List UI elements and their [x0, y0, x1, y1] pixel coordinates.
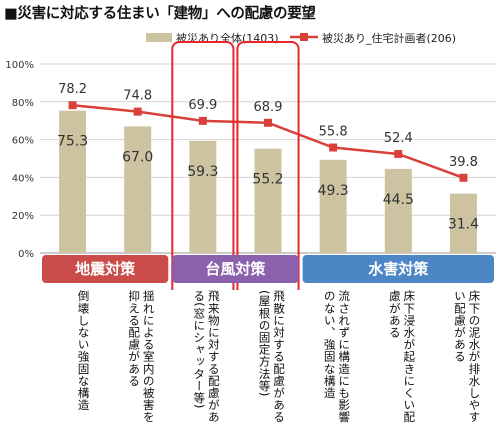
- y-tick-label: 20%: [12, 211, 34, 222]
- line-value-label: 52.4: [384, 131, 413, 146]
- category-label: 飛散に対する配慮がある(屋根の固定方法等): [257, 290, 286, 424]
- group-band: [42, 255, 169, 283]
- bar-value-label: 75.3: [57, 134, 88, 150]
- bar-value-label: 67.0: [122, 149, 153, 165]
- bar: [124, 126, 152, 253]
- line-value-label: 68.9: [254, 100, 283, 115]
- bar: [189, 140, 217, 253]
- bar: [384, 168, 412, 253]
- highlight-box: [236, 41, 300, 290]
- line-value-label: 55.8: [319, 125, 348, 140]
- bar-value-label: 55.2: [252, 172, 283, 188]
- category-label: 揺れによる室内の被害を抑える配慮がある: [127, 290, 156, 424]
- bar: [319, 159, 347, 253]
- line-point: [133, 107, 142, 116]
- category-label: 床下の泥水が排水しやすい配慮がある: [452, 290, 482, 424]
- line-point: [68, 101, 77, 110]
- y-tick-label: 100%: [5, 60, 34, 71]
- y-tick-label: 0%: [18, 249, 34, 260]
- group-band: [302, 255, 494, 283]
- chart-title: ■災害に対応する住まい「建物」への配慮の要望: [4, 6, 316, 22]
- bar: [59, 110, 87, 253]
- line-point: [459, 173, 468, 182]
- line-value-label: 78.2: [58, 82, 87, 97]
- line-point: [198, 116, 207, 125]
- line-point: [394, 149, 403, 158]
- highlight-box: [171, 41, 235, 290]
- bar-value-label: 31.4: [448, 217, 479, 233]
- category-label: 流されずに構造にも影響のない、強固な構造: [322, 290, 352, 424]
- bar-value-label: 59.3: [187, 164, 218, 180]
- chart: 0% 20% 40% 60% 80% 100% 75.3 67.0 59.3 55.2 49.3 4…: [5, 31, 496, 290]
- category-label: 床下浸水が起きにくい配慮がある: [387, 290, 417, 424]
- bar: [254, 148, 282, 253]
- bar: [449, 193, 477, 253]
- bar-value-label: 44.5: [383, 192, 414, 208]
- y-tick-label: 60%: [12, 136, 34, 147]
- category-label: 飛来物に対する配慮がある(窓にシャッター等): [192, 290, 221, 424]
- line-value-label: 39.8: [449, 155, 478, 170]
- y-tick-label: 80%: [12, 98, 34, 109]
- line-point: [264, 118, 272, 127]
- legend-label-line: 被災あり_住宅計画者(206): [322, 31, 456, 45]
- line-value-label: 69.9: [188, 98, 217, 113]
- line-value-label: 74.8: [123, 89, 152, 104]
- legend-swatch-marker: [300, 33, 308, 41]
- bar-value-label: 49.3: [318, 183, 349, 199]
- group-band: [172, 255, 299, 283]
- legend-swatch-bar: [146, 33, 172, 42]
- y-tick-label: 40%: [12, 173, 34, 184]
- line-point: [329, 143, 338, 152]
- category-label: 倒壊しない強固な構造: [76, 290, 91, 411]
